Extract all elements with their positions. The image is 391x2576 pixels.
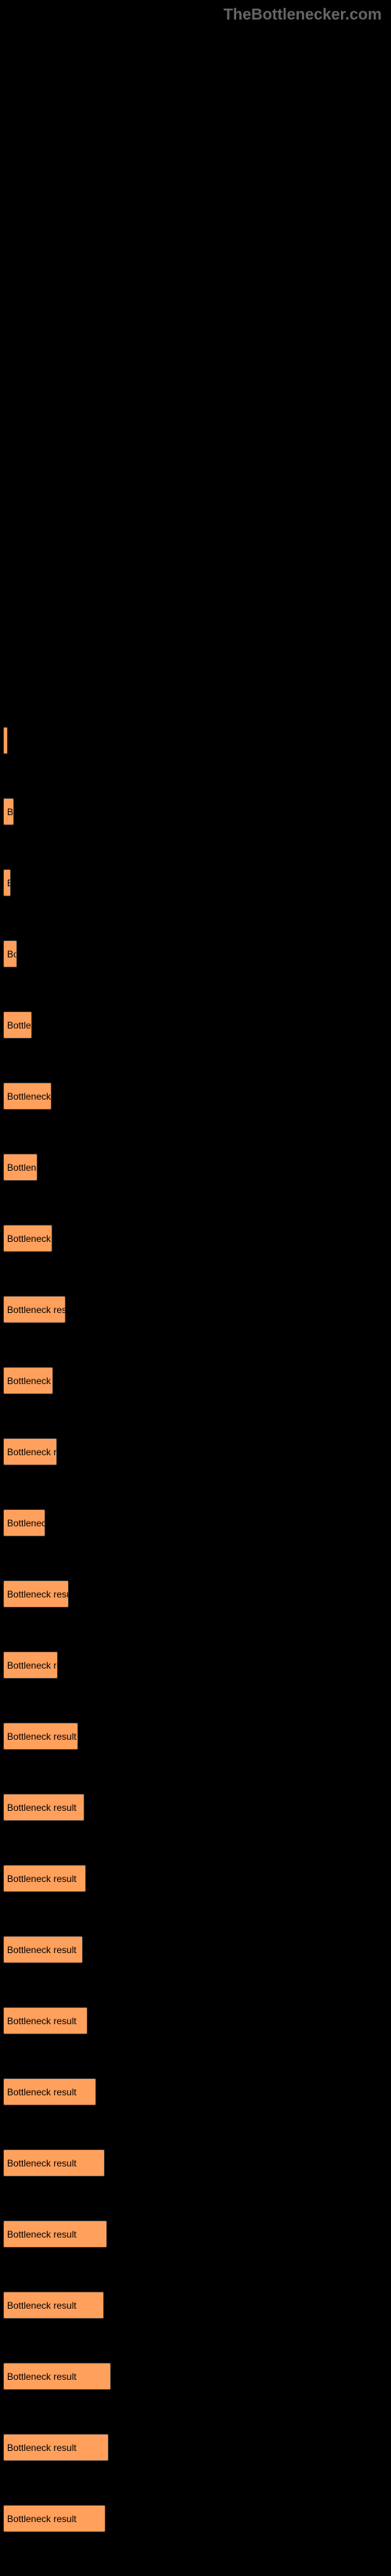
- bar-label: Bo: [7, 949, 17, 960]
- bar-row: Bottleneck result: [3, 2149, 391, 2177]
- bar: Bottleneck result: [3, 1865, 86, 1892]
- bar-row: Bottleneck result: [3, 1580, 391, 1608]
- bar-row: Bottleneck result: [3, 1723, 391, 1750]
- bar: B: [3, 869, 11, 896]
- bar-label: Bottleneck: [7, 1518, 45, 1529]
- bar: Bottleneck res: [3, 1651, 58, 1679]
- bar-label: Bottlene: [7, 1162, 38, 1173]
- bar-row: Bottleneck result: [3, 2220, 391, 2248]
- bar: Bottleneck result: [3, 1936, 83, 1963]
- bar: Bo: [3, 940, 17, 968]
- bar: Bottlen: [3, 1011, 32, 1039]
- chart-container: B Bo B Bo Bottlen Bottleneck r Bottlene Bottlen…: [0, 0, 391, 2532]
- bar-label: Bottleneck result: [7, 2229, 77, 2240]
- bar-label: Bottleneck result: [7, 2300, 77, 2311]
- bar-row: Bottleneck result: [3, 2007, 391, 2034]
- bar: Bottleneck result: [3, 2363, 111, 2390]
- bar-label: Bottleneck result: [7, 2016, 77, 2027]
- bar: Bottleneck: [3, 1509, 45, 1537]
- bar-label: Bottleneck re: [7, 1233, 52, 1244]
- bar-row: Bottleneck: [3, 1509, 391, 1537]
- bar: Bottleneck result: [3, 1296, 66, 1323]
- bar: Bo: [3, 798, 14, 825]
- bar: Bottleneck r: [3, 1082, 52, 1110]
- bar-label: B: [7, 878, 11, 889]
- bar-row: Bottleneck result: [3, 1296, 391, 1323]
- bar: Bottleneck result: [3, 2149, 105, 2177]
- bar-row: Bottleneck r: [3, 1082, 391, 1110]
- bar: Bottleneck result: [3, 1723, 78, 1750]
- bar-label: B: [7, 735, 8, 746]
- bar-row: Bo: [3, 798, 391, 825]
- bar: Bottleneck res: [3, 1438, 57, 1465]
- bar-label: Bottleneck result: [7, 1873, 77, 1884]
- bar-row: Bottleneck res: [3, 1438, 391, 1465]
- bar-label: Bottleneck result: [7, 2442, 77, 2453]
- bar-label: Bottlen: [7, 1020, 32, 1031]
- bar-label: Bottleneck result: [7, 2371, 77, 2382]
- bar-label: Bottleneck re: [7, 1376, 53, 1386]
- bar: Bottleneck result: [3, 2434, 109, 2461]
- bar-row: Bottleneck result: [3, 2505, 391, 2532]
- bar: Bottleneck re: [3, 1367, 53, 1394]
- bar: Bottleneck result: [3, 2505, 106, 2532]
- bar-label: Bottleneck result: [7, 1945, 77, 1955]
- bar-row: Bottleneck result: [3, 2292, 391, 2319]
- bar-row: Bottlene: [3, 1154, 391, 1181]
- bar-row: Bottleneck res: [3, 1651, 391, 1679]
- bar: Bottleneck result: [3, 1580, 69, 1608]
- bar: Bottleneck result: [3, 2007, 88, 2034]
- bar-label: Bottleneck result: [7, 1304, 66, 1315]
- bar-row: Bottleneck re: [3, 1225, 391, 1252]
- bar-row: Bottlen: [3, 1011, 391, 1039]
- bar-label: Bottleneck result: [7, 2513, 77, 2524]
- bar-row: Bo: [3, 940, 391, 968]
- bar-label: Bottleneck r: [7, 1091, 52, 1102]
- bar-label: Bottleneck result: [7, 1589, 69, 1600]
- bar-row: Bottleneck result: [3, 2078, 391, 2106]
- bar-label: Bottleneck result: [7, 2087, 77, 2098]
- bar-row: B: [3, 727, 391, 754]
- bar: Bottleneck result: [3, 2078, 96, 2106]
- bar-row: Bottleneck result: [3, 2363, 391, 2390]
- watermark-text: TheBottlenecker.com: [224, 6, 382, 24]
- bar-row: B: [3, 869, 391, 896]
- bar-label: Bottleneck result: [7, 1731, 77, 1742]
- bar: Bottleneck re: [3, 1225, 52, 1252]
- bar-label: Bo: [7, 807, 14, 818]
- bar-row: Bottleneck result: [3, 1865, 391, 1892]
- bar-row: Bottleneck result: [3, 2434, 391, 2461]
- bar: Bottlene: [3, 1154, 38, 1181]
- bar: Bottleneck result: [3, 2220, 107, 2248]
- bar-label: Bottleneck res: [7, 1447, 57, 1458]
- bar-label: Bottleneck res: [7, 1660, 58, 1671]
- bar-label: Bottleneck result: [7, 2158, 77, 2169]
- bar: Bottleneck result: [3, 1794, 84, 1821]
- bar-row: Bottleneck re: [3, 1367, 391, 1394]
- bar-row: Bottleneck result: [3, 1794, 391, 1821]
- bar-label: Bottleneck result: [7, 1802, 77, 1813]
- bar: Bottleneck result: [3, 2292, 104, 2319]
- bar-row: Bottleneck result: [3, 1936, 391, 1963]
- bar: B: [3, 727, 8, 754]
